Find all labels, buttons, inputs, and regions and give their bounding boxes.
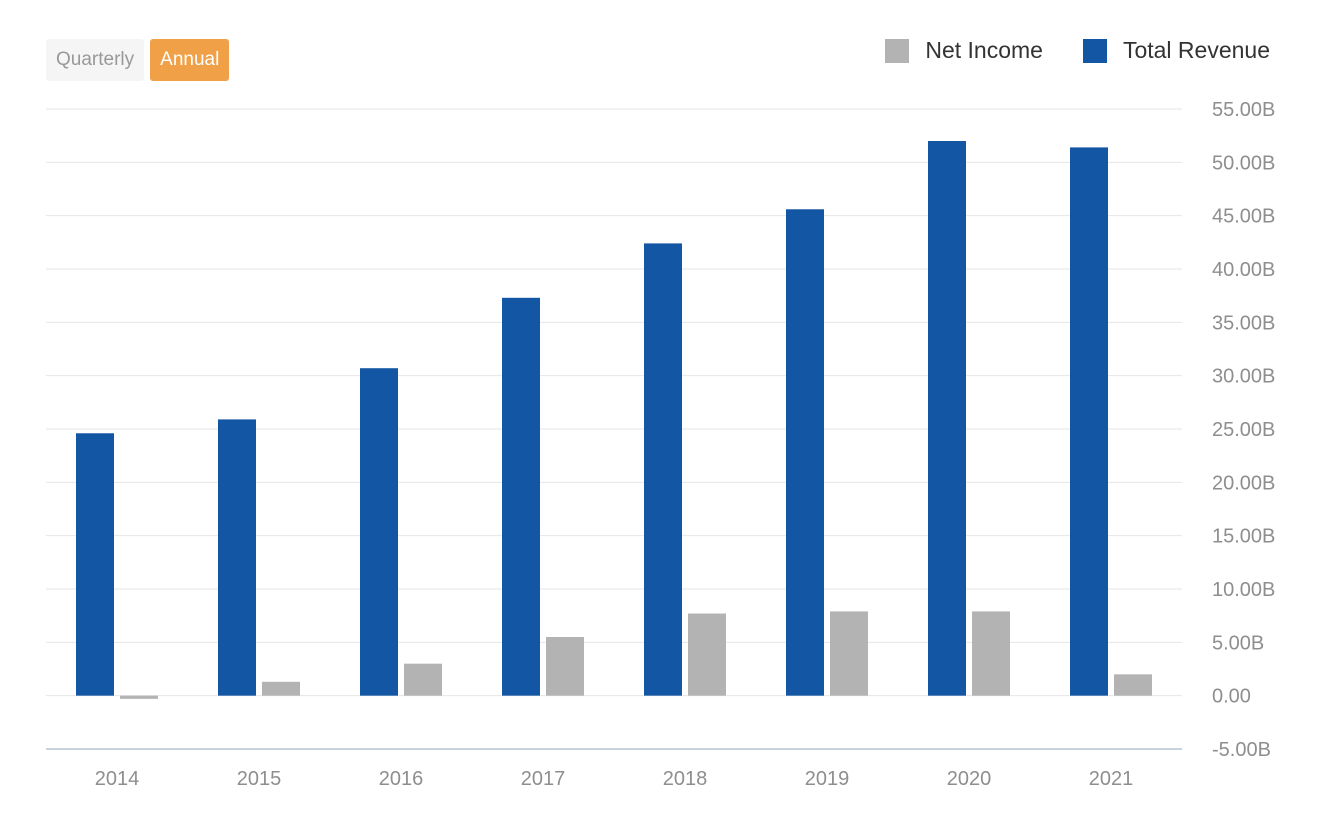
x-tick-label: 2016	[379, 768, 424, 790]
bar-net-income-2016	[404, 663, 442, 696]
bar-total-revenue-2015	[218, 419, 256, 696]
bar-net-income-2014	[120, 695, 158, 699]
legend-label-total-revenue: Total Revenue	[1122, 37, 1270, 63]
bar-total-revenue-2017	[502, 297, 540, 696]
legend-item-total-revenue[interactable]: Total Revenue	[1082, 37, 1270, 64]
y-tick-label: 50.00B	[1212, 152, 1275, 174]
y-tick-label: 35.00B	[1212, 312, 1275, 334]
period-toggle: Quarterly Annual	[46, 39, 230, 81]
y-tick-label: 20.00B	[1212, 472, 1275, 494]
y-tick-label: 5.00B	[1212, 632, 1264, 654]
bar-net-income-2017	[546, 637, 584, 696]
y-tick-label: 15.00B	[1212, 526, 1275, 548]
y-tick-label: 0.00	[1212, 686, 1251, 708]
x-tick-label: 2017	[521, 768, 566, 790]
legend-swatch-total-revenue	[1082, 38, 1107, 63]
y-tick-label: -5.00B	[1212, 739, 1271, 761]
y-tick-label: 25.00B	[1212, 419, 1275, 441]
x-tick-label: 2021	[1089, 768, 1134, 790]
chart-legend: Net Income Total Revenue	[885, 37, 1270, 64]
bar-total-revenue-2016	[360, 368, 398, 696]
x-tick-label: 2019	[805, 768, 850, 790]
legend-item-net-income[interactable]: Net Income	[885, 37, 1043, 64]
bar-net-income-2021	[1114, 674, 1152, 696]
bar-net-income-2018	[688, 613, 726, 696]
x-tick-label: 2015	[237, 768, 282, 790]
y-tick-label: 55.00B	[1212, 99, 1275, 121]
x-tick-label: 2014	[95, 768, 140, 790]
bar-net-income-2015	[262, 681, 300, 696]
x-tick-label: 2018	[663, 768, 708, 790]
bar-total-revenue-2018	[644, 243, 682, 696]
bar-total-revenue-2021	[1070, 147, 1108, 696]
annual-toggle-button[interactable]: Annual	[150, 39, 230, 81]
bar-total-revenue-2019	[786, 209, 824, 696]
bar-net-income-2019	[830, 611, 868, 696]
x-tick-label: 2020	[947, 768, 992, 790]
y-tick-label: 30.00B	[1212, 366, 1275, 388]
bar-total-revenue-2014	[76, 433, 114, 696]
y-tick-label: 45.00B	[1212, 206, 1275, 228]
legend-swatch-net-income	[885, 38, 910, 63]
bar-total-revenue-2020	[928, 141, 966, 696]
quarterly-toggle-button[interactable]: Quarterly	[46, 39, 145, 81]
y-tick-label: 10.00B	[1212, 579, 1275, 601]
bar-net-income-2020	[972, 611, 1010, 696]
legend-label-net-income: Net Income	[925, 37, 1043, 63]
y-tick-label: 40.00B	[1212, 259, 1275, 281]
